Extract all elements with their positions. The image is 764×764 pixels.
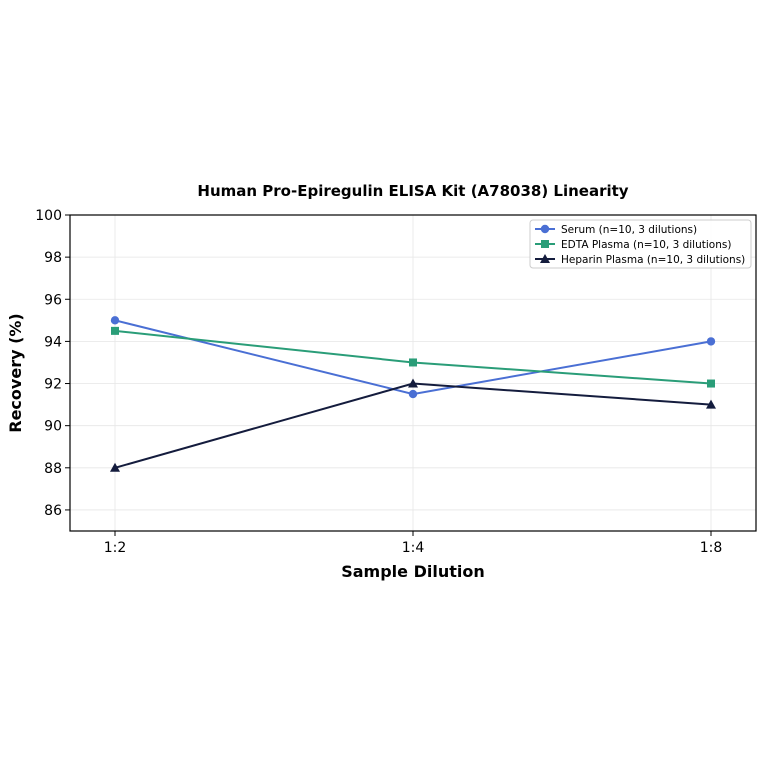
series-2-point — [706, 399, 716, 409]
x-axis-ticks: 1:2 1:4 1:8 — [104, 531, 723, 556]
x-tick-label: 1:4 — [402, 540, 425, 556]
y-tick-label: 92 — [44, 377, 62, 393]
legend-label: EDTA Plasma (n=10, 3 dilutions) — [561, 239, 731, 251]
series-2-point — [110, 462, 120, 472]
series-0-point — [110, 316, 120, 325]
legend-marker — [541, 240, 549, 248]
series-1-point — [409, 358, 417, 367]
legend-box — [529, 219, 752, 269]
legend-marker — [540, 254, 550, 263]
series-0-point — [408, 389, 418, 399]
series-1-point — [111, 326, 119, 335]
y-tick-label: 96 — [44, 292, 62, 308]
x-axis-label: Sample Dilution — [341, 562, 485, 581]
x-tick-label: 1:8 — [700, 540, 723, 556]
y-axis-ticks: 86 88 90 92 94 96 98 100 — [35, 208, 70, 519]
legend: Serum (n=10, 3 dilutions) EDTA Plasma (n=… — [529, 219, 752, 269]
y-tick-label: 98 — [44, 250, 62, 266]
y-tick-label: 100 — [35, 208, 62, 224]
series-markers — [110, 316, 716, 472]
legend-marker — [540, 224, 550, 234]
y-tick-label: 94 — [44, 334, 62, 350]
series-0-point — [706, 337, 716, 346]
chart-title: Human Pro-Epiregulin ELISA Kit (A78038) … — [197, 182, 628, 200]
series-2-point — [408, 378, 418, 388]
y-tick-label: 90 — [44, 419, 62, 435]
y-tick-label: 88 — [44, 461, 62, 477]
x-tick-label: 1:2 — [104, 540, 127, 556]
y-axis-label: Recovery (%) — [6, 313, 25, 432]
legend-label: Heparin Plasma (n=10, 3 dilutions) — [561, 254, 745, 266]
legend-label: Serum (n=10, 3 dilutions) — [561, 224, 697, 236]
series-1-point — [707, 379, 715, 388]
y-tick-label: 86 — [44, 503, 62, 519]
